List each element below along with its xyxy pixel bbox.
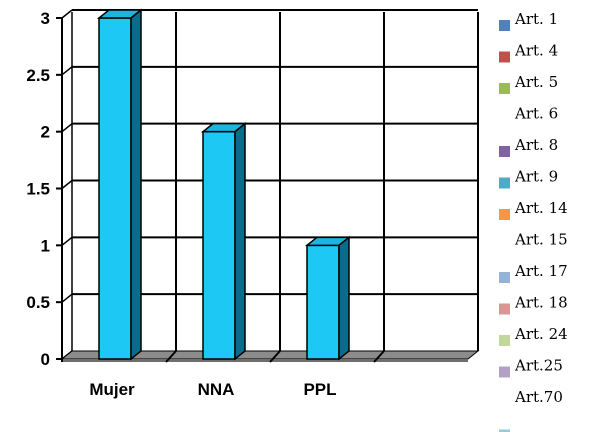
- y-tick-label: 2.5: [26, 66, 50, 85]
- legend-item: Art. 9: [499, 168, 558, 189]
- legend-swatch: [499, 83, 510, 94]
- legend: Art. 1 Art. 4 Art. 5 Art. 6 Art. 8 Art. 9 Art.…: [499, 10, 568, 432]
- legend-swatch: [499, 303, 510, 315]
- legend-label: Art. 17: [514, 262, 568, 280]
- legend-label: Art. 18: [514, 294, 568, 312]
- gridline-connector: [61, 123, 73, 133]
- legend-swatch: [499, 177, 510, 189]
- legend-item: Art. 4: [499, 42, 558, 63]
- legend-item: Art.70: [514, 388, 563, 406]
- legend-swatch: [499, 146, 510, 157]
- bar-nna: [200, 122, 248, 361]
- x-axis-ticks: Mujer NNA PPL: [89, 380, 336, 399]
- legend-label: Art. 1: [514, 10, 558, 28]
- legend-item: Art.25: [499, 357, 563, 378]
- floor-divider: [373, 350, 385, 363]
- y-tick-label: 2: [41, 123, 50, 142]
- legend-item: [499, 429, 510, 432]
- gridline-connector: [61, 9, 73, 19]
- legend-label: Art.25: [514, 357, 563, 375]
- legend-label: Art. 9: [514, 168, 558, 186]
- legend-item: Art. 5: [499, 73, 558, 94]
- legend-item: Art. 17: [499, 262, 568, 283]
- legend-item: Art. 15: [514, 231, 568, 249]
- legend-label: Art. 8: [514, 136, 558, 154]
- gridline-connector: [61, 66, 73, 76]
- legend-item: Art. 24: [499, 325, 568, 346]
- x-tick-label: PPL: [303, 380, 336, 399]
- legend-item: Art. 8: [499, 136, 558, 157]
- legend-label: Art. 24: [514, 325, 568, 343]
- floor-divider: [269, 350, 281, 363]
- bar-side: [338, 235, 350, 361]
- legend-swatch: [499, 272, 510, 283]
- legend-item: Art. 18: [499, 294, 568, 315]
- gridline-connector: [61, 179, 73, 190]
- y-axis-ticks: 0 0.5 1 1.5 2 2.5 3: [26, 9, 50, 369]
- y-tick-label: 0.5: [26, 293, 50, 312]
- bar-side: [130, 8, 142, 361]
- floor-divider: [165, 350, 177, 363]
- axes: [56, 17, 63, 362]
- legend-item: Art. 14: [499, 199, 568, 220]
- legend-label: Art.70: [514, 388, 563, 406]
- legend-swatch: [499, 429, 510, 432]
- x-tick-label: NNA: [198, 380, 235, 399]
- gridline-connector: [61, 236, 73, 246]
- legend-swatch: [499, 335, 510, 346]
- bar-ppl: [304, 235, 352, 361]
- legend-label: Art. 14: [514, 199, 568, 217]
- legend-swatch: [499, 209, 510, 220]
- y-tick-label: 1: [41, 236, 50, 255]
- legend-label: Art. 5: [514, 73, 558, 91]
- bar-front: [202, 130, 236, 360]
- legend-label: Art. 6: [514, 105, 558, 123]
- floor-front: [62, 359, 468, 362]
- bar-side: [234, 122, 246, 361]
- legend-swatch: [499, 51, 510, 63]
- y-tick-label: 3: [41, 9, 50, 28]
- legend-swatch: [499, 366, 510, 378]
- legend-label: Art. 4: [514, 42, 558, 60]
- bars: [96, 8, 352, 361]
- chart-floor: [60, 350, 480, 363]
- y-tick-label: 1.5: [26, 180, 50, 199]
- bar-mujer: [96, 8, 144, 361]
- bar-front: [98, 17, 132, 360]
- legend-label: Art. 15: [514, 231, 568, 249]
- x-tick-label: Mujer: [89, 380, 135, 399]
- gridline-connector: [61, 293, 73, 303]
- legend-item: Art. 1: [499, 10, 558, 31]
- legend-swatch: [499, 20, 510, 31]
- legend-item: Art. 6: [514, 105, 558, 123]
- y-tick-label: 0: [41, 350, 50, 369]
- bar-front: [306, 244, 340, 360]
